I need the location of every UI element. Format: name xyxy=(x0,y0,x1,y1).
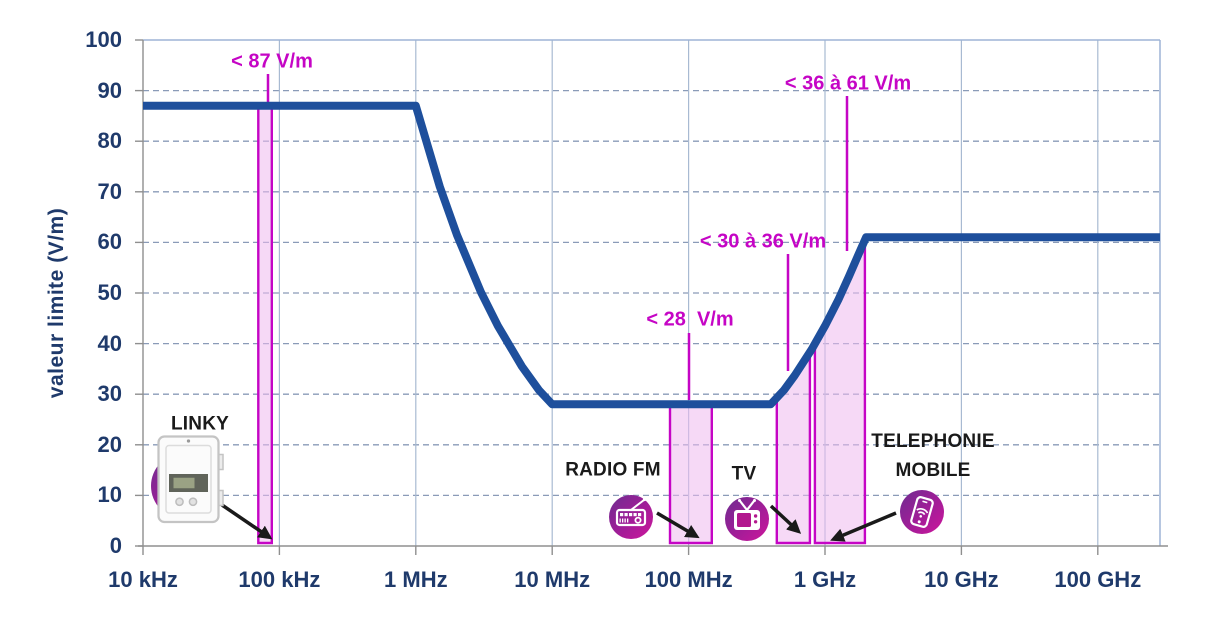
y-tick-label: 40 xyxy=(97,330,122,356)
source-label-radio-fm: RADIO FM xyxy=(565,459,661,481)
linky-meter-icon xyxy=(151,435,224,524)
smartphone-arrow xyxy=(830,511,897,542)
y-tick-label: 80 xyxy=(97,128,122,154)
source-label-linky: LINKY xyxy=(171,413,229,435)
limit-annotation-radio-fm: < 28 V/m xyxy=(646,308,734,331)
limit-annotation-telephonie-mobile: < 36 à 61 V/m xyxy=(784,72,912,95)
radio-arrow xyxy=(656,511,700,539)
y-tick-label: 30 xyxy=(97,381,122,407)
tv-arrow xyxy=(769,504,802,534)
radio-icon xyxy=(609,495,653,539)
source-label-tv: TV xyxy=(731,463,757,485)
linky-meter-arrow xyxy=(221,503,273,540)
y-tick-label: 60 xyxy=(97,229,122,255)
x-tick-label: 1 GHz xyxy=(793,567,857,592)
x-tick-label: 100 kHz xyxy=(238,567,321,592)
limit-annotation-tv: < 30 à 36 V/m xyxy=(699,230,827,253)
y-tick-label: 20 xyxy=(97,431,122,457)
limit-annotation-linky: < 87 V/m xyxy=(231,50,313,73)
x-tick-label: 10 kHz xyxy=(108,567,178,592)
smartphone-icon xyxy=(900,490,944,534)
source-label-telephonie-mobile: TELEPHONIE MOBILE xyxy=(871,431,995,481)
y-tick-label: 50 xyxy=(97,280,122,305)
x-tick-label: 10 MHz xyxy=(514,567,591,592)
y-tick-label: 100 xyxy=(85,27,122,52)
x-tick-label: 100 GHz xyxy=(1054,567,1142,592)
x-tick-label: 1 MHz xyxy=(384,567,448,592)
tv-icon xyxy=(725,497,769,541)
y-tick-label: 0 xyxy=(109,533,122,558)
limit-curve xyxy=(143,101,1160,409)
band-linky xyxy=(257,104,273,545)
y-tick-label: 70 xyxy=(97,178,122,204)
y-tick-label: 10 xyxy=(97,482,122,508)
band-telephonie-mobile xyxy=(813,239,867,545)
x-tick-label: 100 MHz xyxy=(644,567,733,592)
x-tick-label: 10 GHz xyxy=(924,567,999,592)
y-tick-label: 90 xyxy=(97,77,122,103)
